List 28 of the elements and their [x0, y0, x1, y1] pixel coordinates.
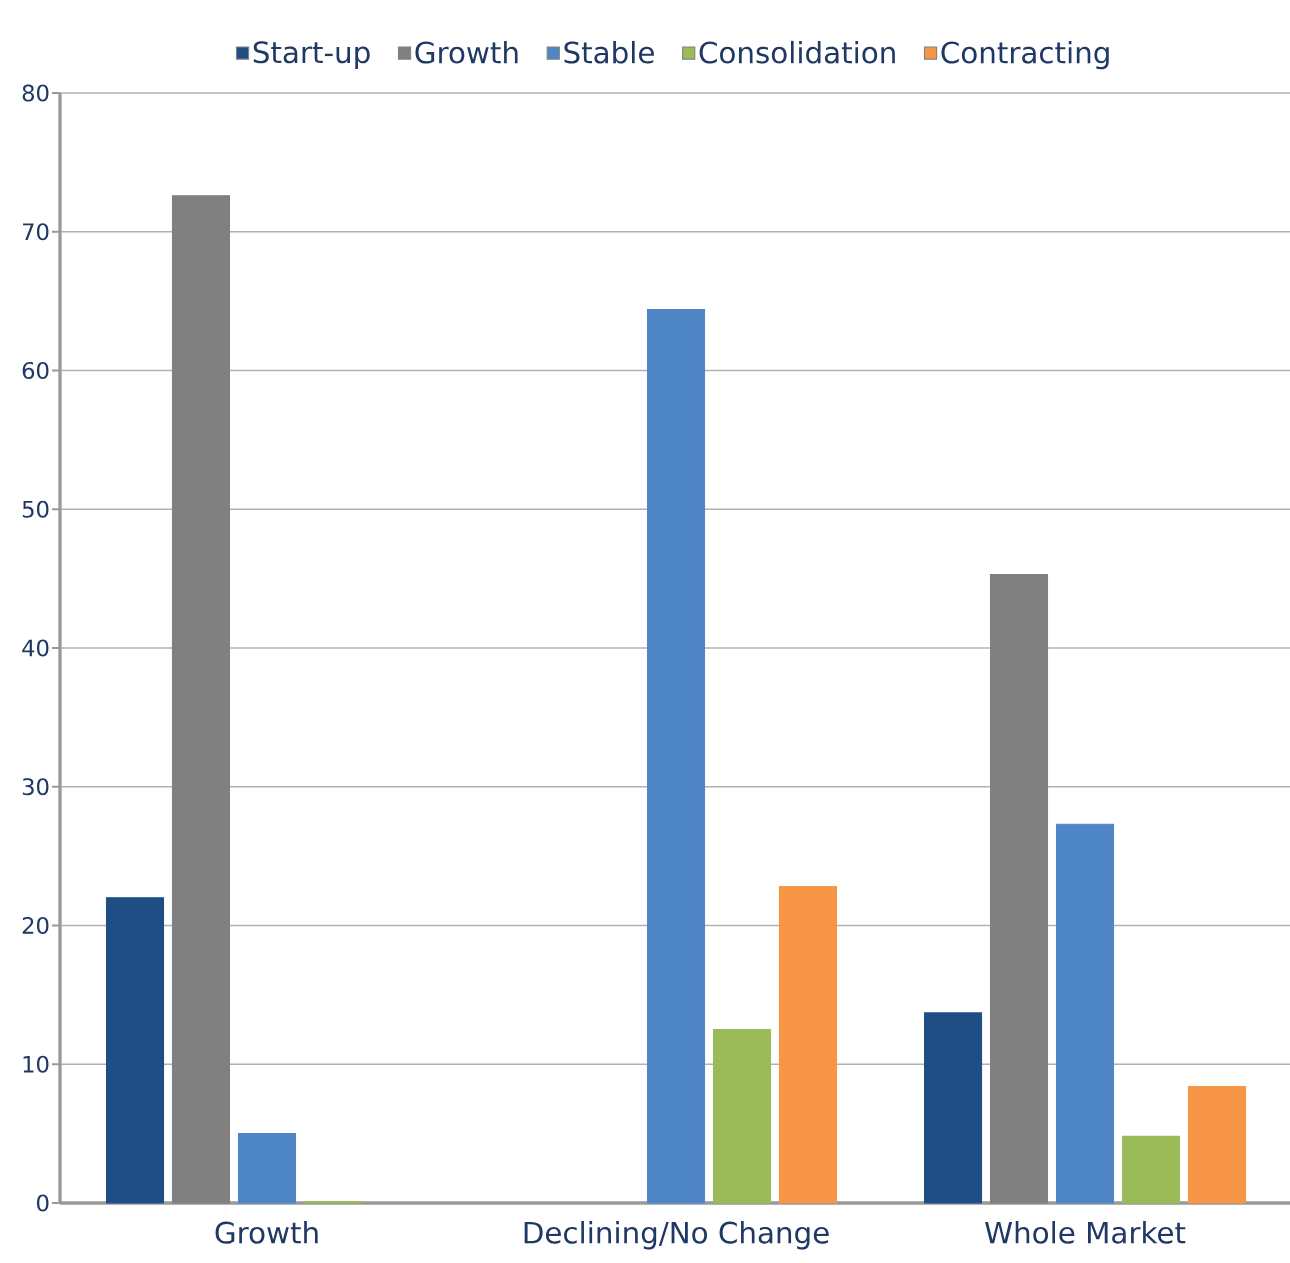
y-tick-label: 10 [23, 1055, 49, 1073]
legend-label: Start-up [253, 41, 370, 70]
bar [989, 573, 1049, 1204]
bar [171, 195, 231, 1204]
y-tick-label: 40 [22, 639, 49, 657]
y-tick-label: 20 [22, 916, 49, 935]
bar [778, 886, 838, 1204]
x-tick-label: Whole Market [985, 1221, 1186, 1244]
bar [646, 308, 706, 1204]
bar [1055, 823, 1115, 1204]
bar [1187, 1085, 1247, 1204]
x-tick-label: Growth [215, 1221, 318, 1244]
y-tick-label: 80 [22, 84, 49, 102]
legend-label: Consolidation [699, 40, 895, 64]
bar [1121, 1135, 1181, 1204]
legend-label: Growth [415, 40, 518, 64]
x-tick-label: Declining/No Change [524, 1221, 829, 1250]
y-tick-label: 70 [22, 223, 49, 241]
bar [105, 897, 165, 1204]
legend-label: Stable [564, 40, 654, 64]
bar [923, 1012, 983, 1204]
y-tick-label: 60 [22, 361, 49, 380]
bar [237, 1133, 297, 1204]
y-tick-label: 30 [22, 778, 49, 796]
y-tick-label: 0 [37, 1194, 49, 1212]
legend-label: Contracting [941, 40, 1109, 70]
bar [712, 1029, 772, 1204]
y-tick-label: 50 [22, 500, 49, 518]
